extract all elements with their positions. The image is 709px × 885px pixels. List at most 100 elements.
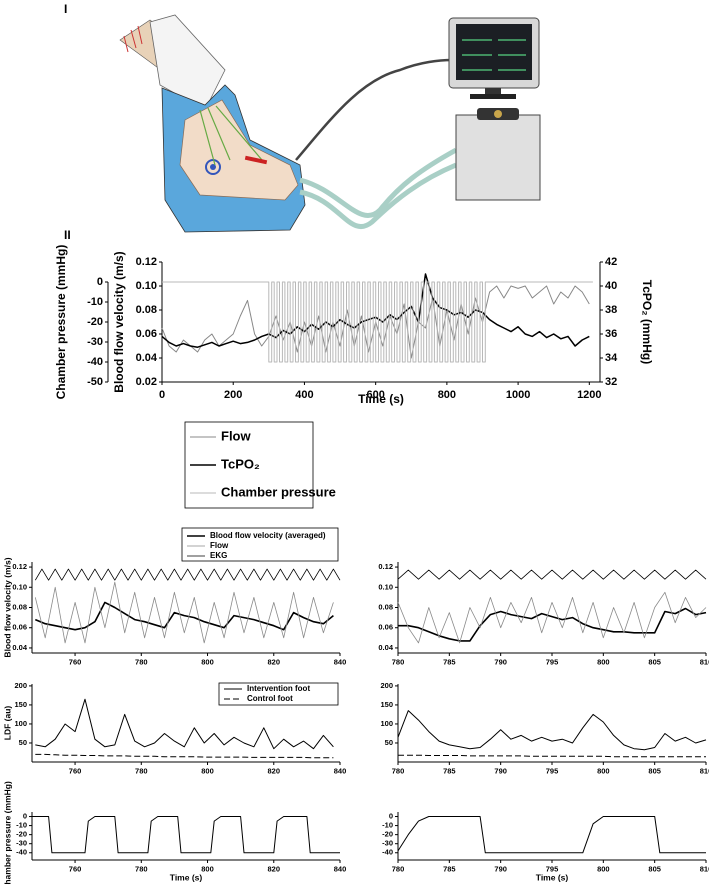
x-tick-label: 820	[268, 657, 281, 666]
x-tick-label: 400	[295, 389, 313, 401]
y3-tick-label: 0	[97, 276, 103, 288]
x-tick-label: 795	[546, 864, 559, 873]
y-tick-label: 0.02	[136, 376, 157, 388]
data-line	[34, 581, 334, 644]
y2-tick-label: 34	[605, 352, 618, 364]
illustration	[119, 14, 541, 233]
x-tick-label: 800	[438, 389, 456, 401]
legend-label: EKG	[210, 551, 227, 560]
chart: 780 785 790 795 800 805 810 Time (s) 0-10-20-30-…	[382, 812, 709, 883]
x-tick-label: 810	[700, 657, 709, 666]
y-axis-label: LDF (au)	[2, 706, 12, 741]
legend-label: Blood flow velocity (averaged)	[210, 531, 326, 540]
y-tick-label: 0.08	[12, 602, 27, 611]
x-tick-label: 785	[443, 864, 456, 873]
x-tick-label: 800	[201, 864, 214, 873]
chart: 760 780 800 820 8400.040.060.080.100.12Blood…	[2, 527, 347, 666]
data-line	[34, 601, 334, 631]
y-tick-label: 0.10	[12, 582, 27, 591]
x-tick-label: 840	[334, 657, 347, 666]
chart: 760 780 800 820 840 50 100 150 200 LDF (au) Interv…	[2, 681, 346, 776]
y-tick-label: -10	[16, 821, 27, 830]
chart: 780 785 790 795 800 805 810 50 100 150 200	[380, 681, 709, 776]
y-tick-label: -30	[16, 839, 27, 848]
y-tick-label: 150	[14, 700, 27, 709]
y-tick-label: 0.08	[136, 304, 157, 316]
y-tick-label: -30	[382, 839, 393, 848]
x-tick-label: 820	[268, 864, 281, 873]
x-tick-label: 800	[597, 657, 610, 666]
y3-tick-label: -40	[87, 356, 103, 368]
y-tick-label: 0	[23, 812, 27, 821]
x-tick-label: 780	[135, 657, 148, 666]
legend-label: Control foot	[247, 694, 293, 703]
x-tick-label: 805	[648, 766, 661, 775]
y2-tick-label: 38	[605, 304, 617, 316]
x-tick-label: 820	[268, 766, 281, 775]
y-tick-label: 0.12	[378, 562, 393, 571]
legend-label: Chamber pressure	[221, 484, 336, 499]
y-tick-label: 0.10	[378, 582, 393, 591]
chart: 760 780 800 820 840 Time (s) 0-10-20-30-40 Cham…	[2, 781, 346, 885]
legend-label: TcPO₂	[221, 456, 260, 471]
y3-axis-label: Chamber pressure (mmHg)	[54, 245, 68, 400]
x-tick-label: 780	[135, 766, 148, 775]
x-tick-label: 790	[494, 864, 507, 873]
x-axis-label: Time (s)	[358, 392, 404, 406]
y-axis-label: Chamber pressure (mmHg)	[2, 781, 12, 885]
y-tick-label: 150	[380, 700, 393, 709]
y-tick-label: 0.04	[136, 352, 158, 364]
legend-label: Intervention foot	[247, 684, 310, 693]
y3-tick-label: -10	[87, 296, 103, 308]
x-tick-label: 1200	[577, 389, 601, 401]
y-tick-label: 0.06	[12, 623, 27, 632]
x-tick-label: 810	[700, 864, 709, 873]
x-tick-label: 800	[597, 766, 610, 775]
x-tick-label: 810	[700, 766, 709, 775]
x-tick-label: 795	[546, 766, 559, 775]
y2-tick-label: 40	[605, 280, 617, 292]
legend-label: Flow	[221, 428, 251, 443]
x-tick-label: 760	[69, 657, 82, 666]
y-tick-label: 100	[380, 719, 393, 728]
y2-axis-label: TcPO₂ (mmHg)	[640, 280, 654, 364]
x-tick-label: 1000	[506, 389, 530, 401]
legend-box	[181, 527, 339, 562]
y-tick-label: -10	[382, 821, 393, 830]
legend-label: Flow	[210, 541, 229, 550]
data-line	[398, 754, 706, 758]
x-tick-label: 840	[334, 864, 347, 873]
y-tick-label: 0.12	[12, 562, 27, 571]
y3-tick-label: -20	[87, 316, 103, 328]
x-tick-label: 200	[224, 389, 242, 401]
data-line	[35, 753, 334, 759]
x-tick-label: 800	[597, 864, 610, 873]
legend-box	[218, 682, 339, 706]
x-tick-label: 790	[494, 766, 507, 775]
y3-tick-label: -30	[87, 336, 103, 348]
x-tick-label: 805	[648, 657, 661, 666]
y-tick-label: 0.06	[136, 328, 157, 340]
x-tick-label: 840	[334, 766, 347, 775]
y-tick-label: 0.04	[12, 643, 27, 652]
x-tick-label: 805	[648, 864, 661, 873]
data-line	[32, 816, 340, 854]
x-tick-label: 760	[69, 766, 82, 775]
panel-label: I	[64, 2, 67, 16]
y-tick-label: 0.12	[136, 256, 157, 268]
y-tick-label: 50	[385, 738, 393, 747]
x-tick-label: 0	[159, 389, 165, 401]
x-tick-label: 800	[201, 766, 214, 775]
y3-tick-label: -50	[87, 376, 103, 388]
chart: 780 785 790 795 800 805 810 0.04 0.06 0.08 0.10 0.1…	[378, 562, 709, 666]
y-axis-label: Blood flow velocity (m/s)	[112, 251, 126, 392]
x-tick-label: 780	[392, 864, 405, 873]
x-tick-label: 785	[443, 766, 456, 775]
x-tick-label: 795	[546, 657, 559, 666]
y-tick-label: 0.08	[378, 602, 393, 611]
y2-tick-label: 32	[605, 376, 617, 388]
x-axis-label: Time (s)	[536, 872, 569, 882]
y-tick-label: 0	[389, 812, 393, 821]
